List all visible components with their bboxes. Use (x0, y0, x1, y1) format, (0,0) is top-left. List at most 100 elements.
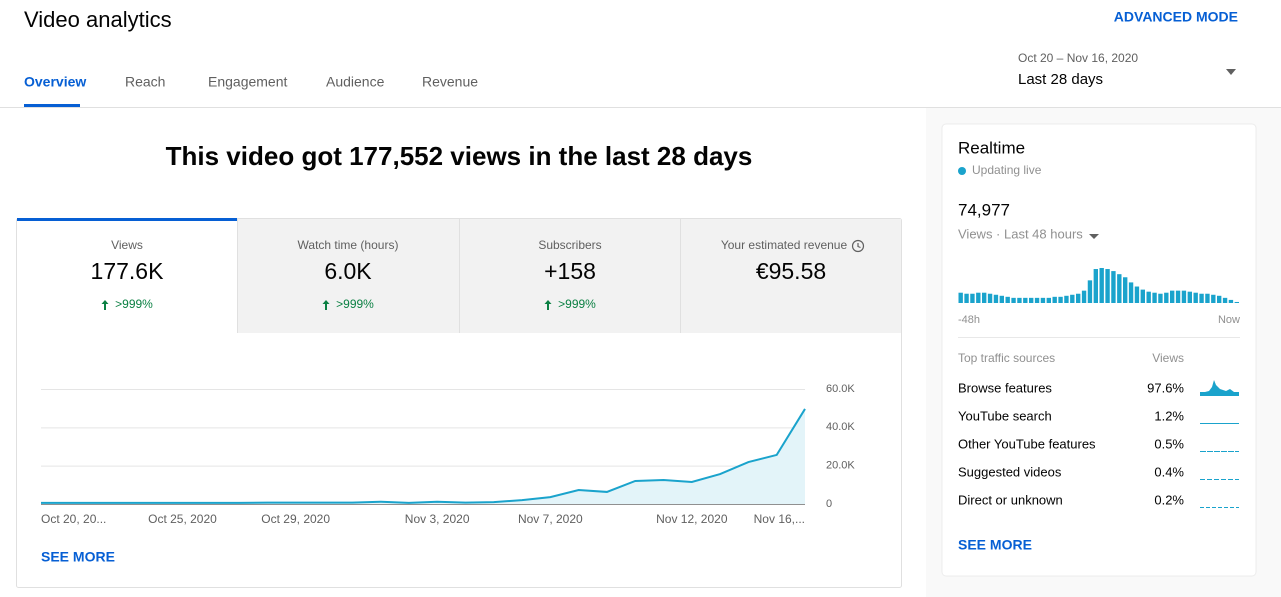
bar (1040, 297, 1046, 303)
bar (1217, 295, 1222, 303)
source-name: Browse features (958, 380, 1052, 395)
bar (993, 294, 999, 303)
bar (1193, 292, 1198, 303)
bar (1117, 274, 1122, 303)
bar (1052, 296, 1057, 303)
source-name: Direct or unknown (958, 492, 1063, 507)
date-range[interactable]: Oct 20 – Nov 16, 2020 (1018, 51, 1138, 65)
bar (1017, 297, 1022, 303)
realtime-title: Realtime (958, 138, 1025, 157)
tab[interactable]: Reach (125, 74, 165, 90)
source-share: 97.6% (1147, 380, 1184, 395)
bar (1046, 297, 1051, 303)
source-sparkline (1200, 380, 1239, 396)
advanced-mode-button[interactable]: ADVANCED MODE (1114, 9, 1238, 25)
source-name: Suggested videos (958, 464, 1062, 479)
metric-change: >999% (336, 297, 374, 311)
bar (1029, 297, 1034, 303)
bar (1170, 290, 1175, 303)
bar (1076, 293, 1081, 303)
x-tick-label: -48h (958, 314, 980, 326)
dropdown-arrow[interactable] (1089, 234, 1099, 239)
tab[interactable]: Overview (24, 74, 86, 90)
metric-label[interactable]: Subscribers (538, 238, 601, 252)
metric-value[interactable]: +158 (544, 258, 596, 284)
metric-change: >999% (115, 297, 153, 311)
bar (964, 293, 969, 303)
realtime-card (941, 123, 1257, 577)
x-tick-label: Oct 29, 2020 (261, 512, 330, 526)
x-tick-label: Oct 25, 2020 (148, 512, 217, 526)
page-title: Video analytics (24, 7, 172, 32)
bar (1011, 297, 1016, 303)
bar (987, 293, 993, 303)
bar (1105, 269, 1110, 303)
metric-label[interactable]: Watch time (hours) (298, 238, 399, 252)
clock-icon (851, 239, 865, 253)
metric-change: >999% (558, 297, 596, 311)
bar (1064, 295, 1069, 303)
source-share: 0.5% (1154, 436, 1184, 451)
bar (1234, 301, 1239, 303)
see-more-link[interactable]: SEE MORE (958, 537, 1032, 553)
tab[interactable]: Engagement (208, 74, 288, 90)
bar (1211, 294, 1216, 303)
live-dot (958, 167, 966, 175)
metric-label[interactable]: Your estimated revenue (721, 238, 848, 252)
bar (1111, 271, 1116, 303)
bar (1228, 299, 1234, 303)
traffic-title: Top traffic sources (958, 351, 1055, 365)
bar (1070, 294, 1075, 303)
bar (1152, 292, 1157, 303)
bar (958, 292, 963, 303)
bar (1181, 290, 1187, 303)
metric-value[interactable]: €95.58 (756, 258, 826, 284)
bar (1034, 297, 1040, 303)
x-tick-label: Nov 3, 2020 (405, 512, 470, 526)
bar (1023, 297, 1028, 303)
bar (1187, 291, 1192, 303)
bar (1164, 292, 1169, 303)
bar (1099, 268, 1104, 303)
y-tick-label: 60.0K (826, 383, 855, 395)
tab[interactable]: Revenue (422, 74, 478, 90)
inactive-tabs-bg (238, 219, 901, 333)
y-tick-label: 20.0K (826, 460, 855, 472)
line (41, 408, 806, 504)
bar (999, 295, 1004, 303)
bar (1005, 296, 1010, 303)
y-tick-label: 0 (826, 498, 832, 510)
x-tick-label: Nov 16,... (754, 512, 805, 526)
headline: This video got 177,552 views in the last… (166, 141, 753, 171)
traffic-column: Views (1152, 351, 1184, 365)
up-arrow (322, 300, 330, 310)
bar (1058, 296, 1063, 303)
source-share: 0.4% (1154, 464, 1184, 479)
y-tick-label: 40.0K (826, 421, 855, 433)
clock-hands (857, 243, 861, 249)
bar (1146, 291, 1151, 303)
bar (1087, 280, 1093, 303)
bar (1128, 282, 1134, 303)
bar (970, 293, 975, 303)
bar (1222, 297, 1228, 303)
bar (982, 292, 987, 303)
bar (1205, 293, 1210, 303)
metric-label: Views (111, 238, 143, 252)
x-tick-label: Nov 7, 2020 (518, 512, 583, 526)
realtime-count: 74,977 (958, 200, 1010, 219)
source-share: 0.2% (1154, 492, 1184, 507)
see-more-link[interactable]: SEE MORE (41, 549, 115, 565)
bar (1140, 289, 1145, 303)
tab[interactable]: Audience (326, 74, 385, 90)
x-tick-label: Now (1218, 314, 1240, 326)
realtime-subtitle[interactable]: Views · Last 48 hours (958, 226, 1083, 241)
metric-value[interactable]: 6.0K (324, 258, 372, 284)
bar (1158, 293, 1163, 303)
bar (1093, 269, 1098, 303)
area (41, 408, 805, 504)
dropdown-arrow[interactable] (1226, 69, 1236, 75)
period[interactable]: Last 28 days (1018, 71, 1103, 88)
